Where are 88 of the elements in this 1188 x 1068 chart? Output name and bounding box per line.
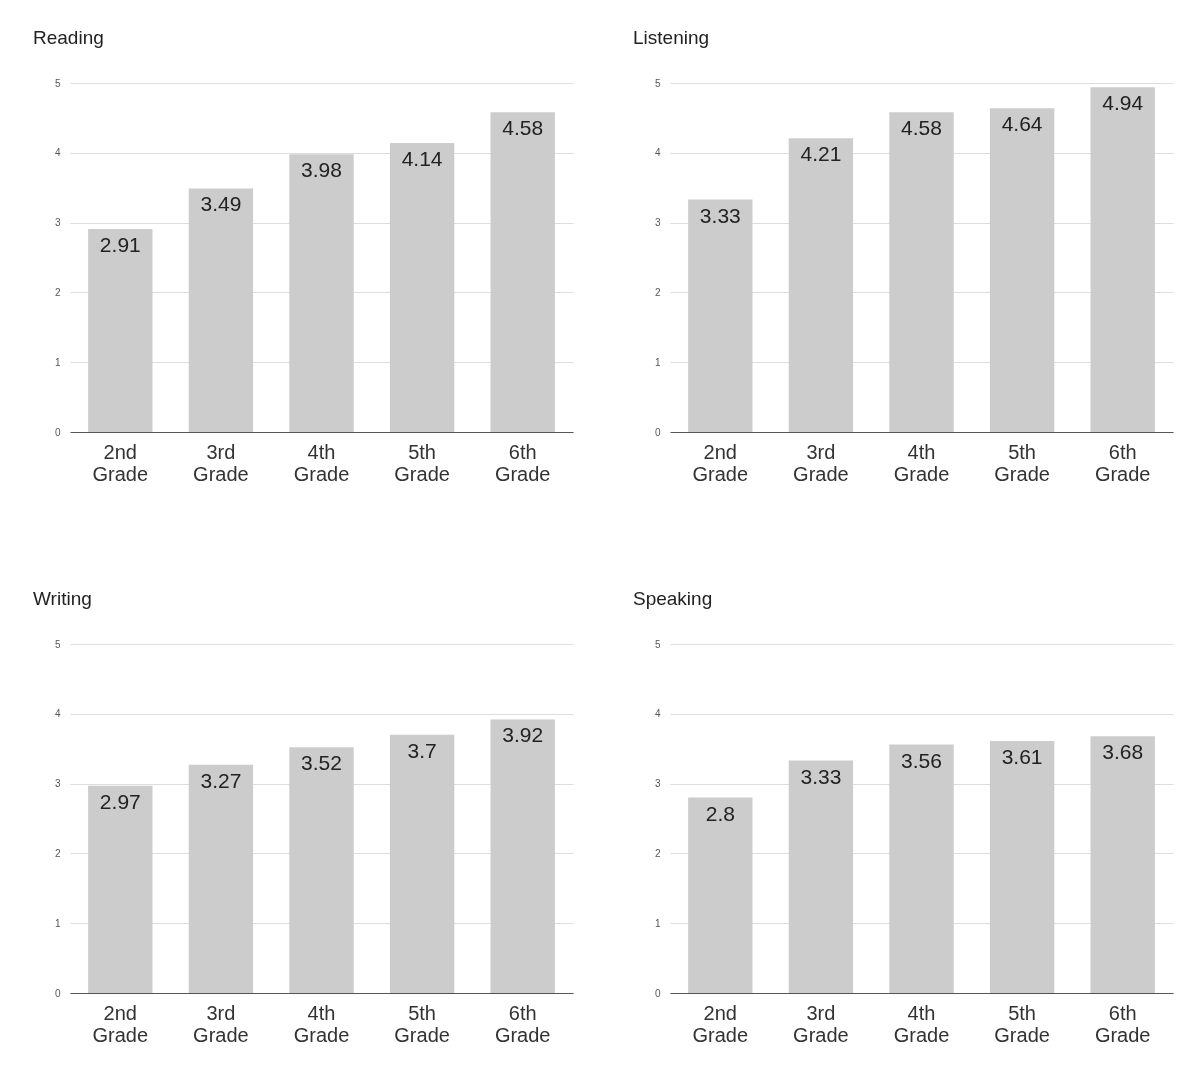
x-tick-label: 5th Grade [394, 1001, 450, 1046]
bar [389, 143, 455, 432]
bar [889, 744, 954, 993]
y-tick-label: 1 [54, 917, 61, 929]
bar [989, 741, 1055, 993]
data-label: 3.7 [407, 738, 437, 762]
y-tick-label: 1 [54, 356, 61, 368]
x-tick-label: 3rd Grade [793, 1001, 849, 1046]
y-tick-label: 4 [54, 147, 61, 159]
bar [289, 154, 354, 432]
data-label: 3.33 [699, 203, 741, 227]
y-tick-label: 2 [654, 286, 661, 298]
x-tick-label: 3rd Grade [793, 440, 849, 485]
data-label: 3.33 [800, 764, 842, 788]
x-tick-label: 4th Grade [293, 440, 350, 485]
bar [889, 112, 954, 432]
chart-title: Writing [33, 588, 92, 609]
data-label: 4.14 [401, 147, 443, 171]
y-tick-label: 0 [54, 987, 61, 999]
data-label: 4.58 [901, 116, 942, 140]
x-tick-label: 4th Grade [893, 1001, 950, 1046]
y-tick-label: 4 [654, 708, 661, 720]
x-tick-label: 6th Grade [494, 440, 551, 485]
bar [1090, 87, 1155, 432]
bar [188, 764, 254, 993]
y-tick-label: 4 [654, 147, 661, 159]
x-tick-label: 6th Grade [1094, 1001, 1151, 1046]
chart-title: Listening [633, 27, 710, 48]
data-label: 2.91 [99, 232, 141, 256]
data-label: 4.58 [502, 116, 544, 140]
x-tick-label: 2nd Grade [692, 440, 749, 485]
x-tick-label: 2nd Grade [92, 440, 149, 485]
bar [1090, 736, 1155, 993]
y-tick-label: 2 [654, 847, 661, 859]
bar [389, 734, 455, 993]
x-tick-label: 2nd Grade [92, 1001, 149, 1046]
x-tick-label: 3rd Grade [193, 440, 249, 485]
x-tick-label: 5th Grade [994, 440, 1050, 485]
bar [688, 199, 753, 432]
y-tick-label: 3 [54, 217, 61, 229]
data-label: 4.64 [1001, 112, 1043, 136]
data-label: 3.49 [200, 192, 242, 216]
data-label: 4.21 [800, 142, 842, 166]
data-label: 3.27 [200, 768, 242, 792]
y-tick-label: 2 [54, 286, 61, 298]
y-tick-label: 2 [54, 847, 61, 859]
y-tick-label: 5 [54, 638, 61, 650]
bar [490, 112, 555, 432]
x-tick-label: 5th Grade [394, 440, 450, 485]
bar [289, 747, 354, 993]
chart-title: Reading [33, 27, 104, 48]
y-tick-label: 1 [654, 917, 661, 929]
bar [788, 760, 854, 993]
bar [88, 785, 153, 993]
data-label: 3.52 [301, 751, 342, 775]
x-tick-label: 2nd Grade [692, 1001, 749, 1046]
y-tick-label: 3 [54, 778, 61, 790]
x-tick-label: 5th Grade [994, 1001, 1050, 1046]
data-label: 3.61 [1001, 745, 1043, 769]
x-tick-label: 4th Grade [893, 440, 950, 485]
x-tick-label: 6th Grade [1094, 440, 1151, 485]
data-label: 3.56 [901, 748, 942, 772]
chart-title: Speaking [633, 588, 713, 609]
bar [88, 228, 153, 432]
y-tick-label: 3 [654, 778, 661, 790]
y-tick-label: 5 [654, 638, 661, 650]
y-tick-label: 3 [654, 217, 661, 229]
y-tick-label: 5 [54, 77, 61, 89]
y-tick-label: 5 [654, 77, 661, 89]
data-label: 3.92 [502, 723, 544, 747]
bar [989, 108, 1055, 432]
data-label: 3.98 [301, 158, 342, 182]
x-tick-label: 4th Grade [293, 1001, 350, 1046]
data-label: 4.94 [1102, 91, 1144, 115]
data-label: 2.8 [705, 801, 735, 825]
data-label: 3.68 [1102, 740, 1144, 764]
x-tick-label: 3rd Grade [193, 1001, 249, 1046]
x-tick-label: 6th Grade [494, 1001, 551, 1046]
bar [490, 719, 555, 993]
y-tick-label: 0 [54, 426, 61, 438]
bar [188, 188, 254, 432]
y-tick-label: 0 [654, 426, 661, 438]
y-tick-label: 4 [54, 708, 61, 720]
bar [688, 797, 753, 993]
y-tick-label: 0 [654, 987, 661, 999]
data-label: 2.97 [99, 789, 141, 813]
bar [788, 138, 854, 432]
y-tick-label: 1 [654, 356, 661, 368]
